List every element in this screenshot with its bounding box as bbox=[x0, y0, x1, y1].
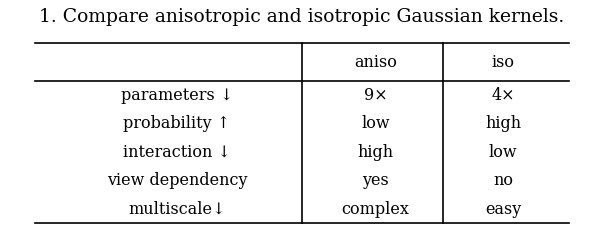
Text: low: low bbox=[361, 115, 390, 132]
Text: 4×: 4× bbox=[492, 87, 515, 104]
Text: iso: iso bbox=[492, 54, 515, 71]
Text: parameters ↓: parameters ↓ bbox=[121, 87, 233, 104]
Text: view dependency: view dependency bbox=[107, 172, 247, 189]
Text: probability ↑: probability ↑ bbox=[123, 115, 230, 132]
Text: aniso: aniso bbox=[354, 54, 397, 71]
Text: high: high bbox=[485, 115, 521, 132]
Text: multiscale↓: multiscale↓ bbox=[128, 201, 225, 218]
Text: complex: complex bbox=[341, 201, 410, 218]
Text: low: low bbox=[489, 144, 518, 161]
Text: high: high bbox=[358, 144, 394, 161]
Text: easy: easy bbox=[485, 201, 521, 218]
Text: no: no bbox=[493, 172, 513, 189]
Text: yes: yes bbox=[362, 172, 389, 189]
Text: 9×: 9× bbox=[364, 87, 387, 104]
Text: interaction ↓: interaction ↓ bbox=[123, 144, 231, 161]
Text: 1. Compare anisotropic and isotropic Gaussian kernels.: 1. Compare anisotropic and isotropic Gau… bbox=[39, 8, 565, 26]
